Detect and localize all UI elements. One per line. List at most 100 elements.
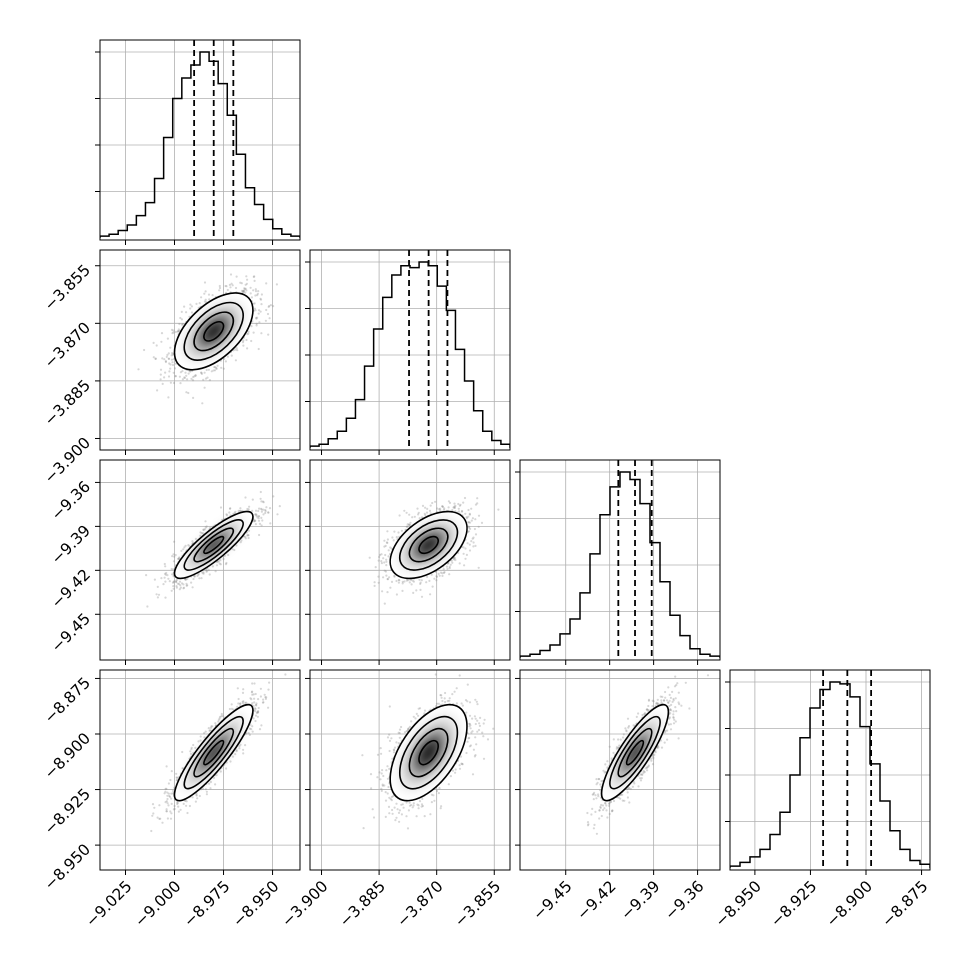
scatter-point <box>470 507 473 510</box>
scatter-point <box>256 316 259 319</box>
scatter-point <box>468 525 471 528</box>
panel-0-0 <box>95 39 301 245</box>
scatter-point <box>264 511 267 515</box>
scatter-point <box>468 512 471 516</box>
scatter-point <box>227 553 230 557</box>
scatter-point <box>267 305 270 308</box>
scatter-point <box>205 368 208 372</box>
scatter-point <box>182 583 185 586</box>
scatter-point <box>257 312 260 315</box>
scatter-point <box>253 302 256 305</box>
scatter-point <box>450 559 453 562</box>
scatter-point <box>212 369 215 372</box>
scatter-point <box>405 579 408 582</box>
scatter-point <box>476 502 479 505</box>
scatter-point <box>383 545 386 548</box>
scatter-point <box>153 806 156 809</box>
scatter-point <box>420 516 424 519</box>
scatter-point <box>215 367 218 370</box>
scatter-point <box>373 584 376 588</box>
scatter-point <box>257 517 260 520</box>
scatter-point <box>172 580 175 584</box>
scatter-point <box>207 368 210 371</box>
scatter-point <box>230 282 233 285</box>
scatter-point <box>250 296 253 299</box>
scatter-point <box>383 539 386 542</box>
scatter-point <box>174 362 177 365</box>
scatter-point <box>467 508 470 512</box>
scatter-point <box>477 566 480 569</box>
scatter-point <box>202 378 205 381</box>
scatter-point <box>467 515 470 518</box>
scatter-point <box>412 580 415 583</box>
scatter-point <box>174 553 177 557</box>
scatter-point <box>408 581 411 584</box>
scatter-point <box>398 579 401 582</box>
scatter-point <box>465 517 469 520</box>
scatter-point <box>379 553 382 557</box>
scatter-point <box>453 506 456 509</box>
scatter-point <box>401 589 404 593</box>
density-level-3 <box>205 323 222 340</box>
scatter-point <box>200 577 203 580</box>
scatter-point <box>208 573 211 576</box>
scatter-point <box>254 513 257 516</box>
scatter-point <box>261 500 265 503</box>
scatter-point <box>395 593 398 596</box>
scatter-point <box>435 575 438 578</box>
scatter-point <box>246 347 249 350</box>
scatter-point <box>459 503 462 506</box>
scatter-point <box>205 570 208 573</box>
scatter-point <box>254 523 257 526</box>
scatter-point <box>160 332 164 335</box>
scatter-point <box>385 564 388 567</box>
scatter-point <box>228 511 231 514</box>
scatter-point <box>390 547 393 550</box>
scatter-point <box>385 560 388 563</box>
histogram-2 <box>520 471 720 658</box>
scatter-point <box>207 569 210 572</box>
scatter-point <box>203 528 206 531</box>
scatter-point <box>381 590 384 593</box>
scatter-point <box>176 330 179 333</box>
scatter-point <box>173 555 176 558</box>
scatter-point <box>258 533 261 537</box>
scatter-point <box>467 521 470 524</box>
scatter-point <box>204 377 208 380</box>
scatter-point <box>262 508 265 511</box>
scatter-point <box>242 290 245 293</box>
scatter-point <box>247 508 250 511</box>
scatter-point <box>193 375 196 378</box>
scatter-point <box>403 580 406 583</box>
scatter-point <box>472 545 475 548</box>
scatter-point <box>193 575 196 578</box>
scatter-point <box>260 303 263 306</box>
scatter-point <box>179 382 182 385</box>
scatter-point <box>267 511 270 514</box>
scatter-point <box>216 364 219 367</box>
scatter-point <box>436 507 439 510</box>
histogram-0 <box>100 51 300 238</box>
scatter-point <box>219 506 223 509</box>
scatter-point <box>252 275 255 278</box>
scatter-point <box>155 344 158 347</box>
scatter-point <box>368 556 371 559</box>
scatter-point <box>442 571 446 575</box>
scatter-point <box>186 378 189 381</box>
scatter-point <box>468 513 471 516</box>
scatter-point <box>433 577 436 580</box>
scatter-point <box>466 542 469 545</box>
scatter-point <box>424 506 427 509</box>
scatter-point <box>177 330 180 333</box>
scatter-point <box>164 360 167 364</box>
scatter-point <box>177 557 180 560</box>
scatter-point <box>441 505 444 508</box>
scatter-point <box>453 557 457 560</box>
scatter-point <box>250 339 253 343</box>
scatter-point <box>253 519 256 522</box>
scatter-point <box>215 366 218 370</box>
scatter-point <box>225 285 228 288</box>
scatter-point <box>180 318 183 321</box>
scatter-point <box>384 553 387 557</box>
